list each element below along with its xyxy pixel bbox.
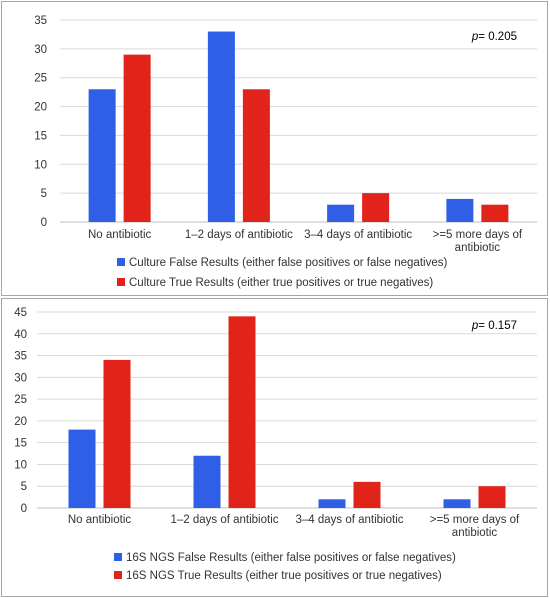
y-tick-label: 0 (41, 217, 47, 229)
y-tick-label: 30 (34, 44, 47, 56)
true-results-bar (481, 204, 509, 222)
legend-swatch-false (114, 553, 122, 561)
y-tick-label: 0 (21, 503, 27, 515)
true-results-bar (362, 193, 390, 222)
y-tick-label: 20 (14, 416, 27, 428)
y-tick-label: 5 (41, 188, 47, 200)
p-value-symbol: p (471, 320, 479, 332)
true-results-bar (242, 89, 270, 222)
p-value-text: = 0.205 (478, 31, 517, 43)
legend-label-true: 16S NGS True Results (either true positi… (126, 570, 442, 582)
true-results-bar (353, 481, 381, 508)
x-category-label: 1–2 days of antibiotic (170, 514, 278, 526)
legend-label-false: Culture False Results (either false posi… (129, 257, 447, 269)
y-tick-label: 15 (14, 438, 27, 450)
false-results-bar (318, 499, 346, 508)
x-category-label: No antibiotic (68, 514, 132, 526)
x-category-label: 3–4 days of antibiotic (295, 514, 403, 526)
x-category-label: antibiotic (452, 527, 498, 539)
y-tick-label: 35 (34, 15, 47, 27)
false-results-bar (193, 455, 221, 508)
y-tick-label: 5 (21, 481, 27, 493)
y-tick-label: 10 (14, 459, 27, 471)
false-results-bar (443, 499, 471, 508)
x-category-label: >=5 more days of (430, 514, 520, 526)
true-results-bar (103, 359, 131, 508)
y-tick-label: 10 (34, 159, 47, 171)
y-tick-label: 45 (14, 307, 27, 319)
x-category-label: antibiotic (455, 242, 501, 254)
legend-swatch-true (117, 278, 125, 286)
y-tick-label: 25 (14, 394, 27, 406)
p-value-annotation: p= 0.205 (471, 31, 517, 43)
false-results-bar (446, 198, 474, 222)
x-category-label: 1–2 days of antibiotic (185, 229, 293, 241)
legend-swatch-false (117, 258, 125, 266)
culture-chart-svg: 0 5 10 15 20 25 30 35 No antibiotic 1–2 days of a… (34, 15, 537, 289)
ngs-chart-svg: 0 5 10 15 20 25 30 35 40 45 No antibiotic 1–2 days … (14, 307, 537, 582)
chart-panel-16s-ngs: 0 5 10 15 20 25 30 35 40 45 No antibiotic 1–2 days … (1, 298, 548, 597)
y-tick-label: 40 (14, 329, 27, 341)
legend-label-true: Culture True Results (either true positi… (129, 277, 433, 289)
x-category-label: No antibiotic (88, 229, 152, 241)
legend-swatch-true (114, 571, 122, 579)
chart-panel-culture: 0 5 10 15 20 25 30 35 No antibiotic 1–2 days of a… (1, 1, 548, 296)
y-tick-label: 30 (14, 372, 27, 384)
legend-label-false: 16S NGS False Results (either false posi… (126, 552, 456, 564)
false-results-bar (68, 429, 96, 508)
p-value-text: = 0.157 (478, 320, 517, 332)
true-results-bar (123, 54, 151, 222)
x-category-label: 3–4 days of antibiotic (304, 229, 412, 241)
x-category-label: >=5 more days of (433, 229, 523, 241)
true-results-bar (478, 486, 506, 508)
false-results-bar (207, 31, 235, 222)
p-value-annotation: p= 0.157 (471, 320, 517, 332)
true-results-bar (228, 316, 256, 508)
y-tick-label: 20 (34, 102, 47, 114)
y-tick-label: 25 (34, 73, 47, 85)
false-results-bar (88, 89, 116, 222)
y-tick-label: 15 (34, 130, 47, 142)
false-results-bar (327, 204, 355, 222)
p-value-symbol: p (471, 31, 479, 43)
y-tick-label: 35 (14, 351, 27, 363)
